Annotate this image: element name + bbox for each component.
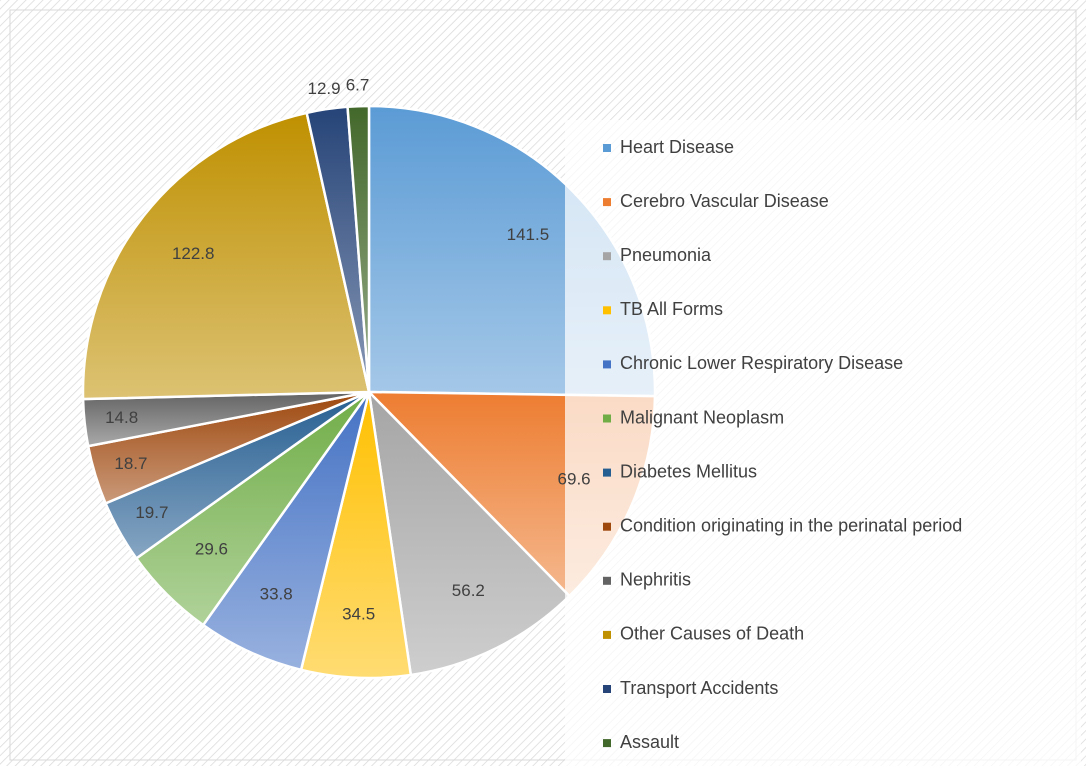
data-label: 69.6 [558,469,591,488]
data-label: 141.5 [507,225,550,244]
legend-marker [603,522,611,531]
data-label: 122.8 [172,244,215,263]
pie-slice [367,388,572,677]
legend-marker [603,630,611,639]
data-label: 6.7 [346,76,370,95]
legend-label: Pneumonia [620,245,712,265]
legend-label: TB All Forms [620,299,723,319]
legend-label: Nephritis [620,570,691,590]
data-labels: 141.5 69.6 56.2 34.5 33.8 29.6 19.7 18.7 14.8 122… [105,76,591,624]
legend-label: Heart Disease [620,137,734,157]
legend-marker [603,576,611,585]
legend: Heart Disease Cerebro Vascular Disease Pne… [603,137,962,752]
legend-label: Malignant Neoplasm [620,407,784,427]
legend-box [565,120,1081,766]
legend-label: Other Causes of Death [620,624,804,644]
legend-marker [603,198,611,207]
pie-slice [346,104,371,393]
data-label: 29.6 [195,539,228,558]
data-label: 19.7 [135,503,168,522]
pie-slice [81,111,371,401]
legend-marker [603,252,611,261]
legend-label: Condition originating in the perinatal p… [620,515,962,535]
legend-label: Chronic Lower Respiratory Disease [620,353,903,373]
legend-marker [603,685,611,693]
legend-marker [603,739,611,748]
legend-label: Assault [620,732,679,752]
legend-marker [603,306,611,315]
data-label: 56.2 [452,581,485,600]
legend-label: Diabetes Mellitus [620,461,757,481]
data-label: 12.9 [308,79,341,98]
legend-marker [603,468,611,477]
data-label: 34.5 [342,604,375,623]
data-label: 18.7 [114,454,147,473]
legend-marker [603,414,611,423]
legend-label: Transport Accidents [620,678,778,698]
data-label: 33.8 [260,584,293,603]
legend-marker [603,360,611,369]
data-label: 14.8 [105,408,138,427]
legend-marker [603,144,611,152]
legend-label: Cerebro Vascular Disease [620,191,829,211]
